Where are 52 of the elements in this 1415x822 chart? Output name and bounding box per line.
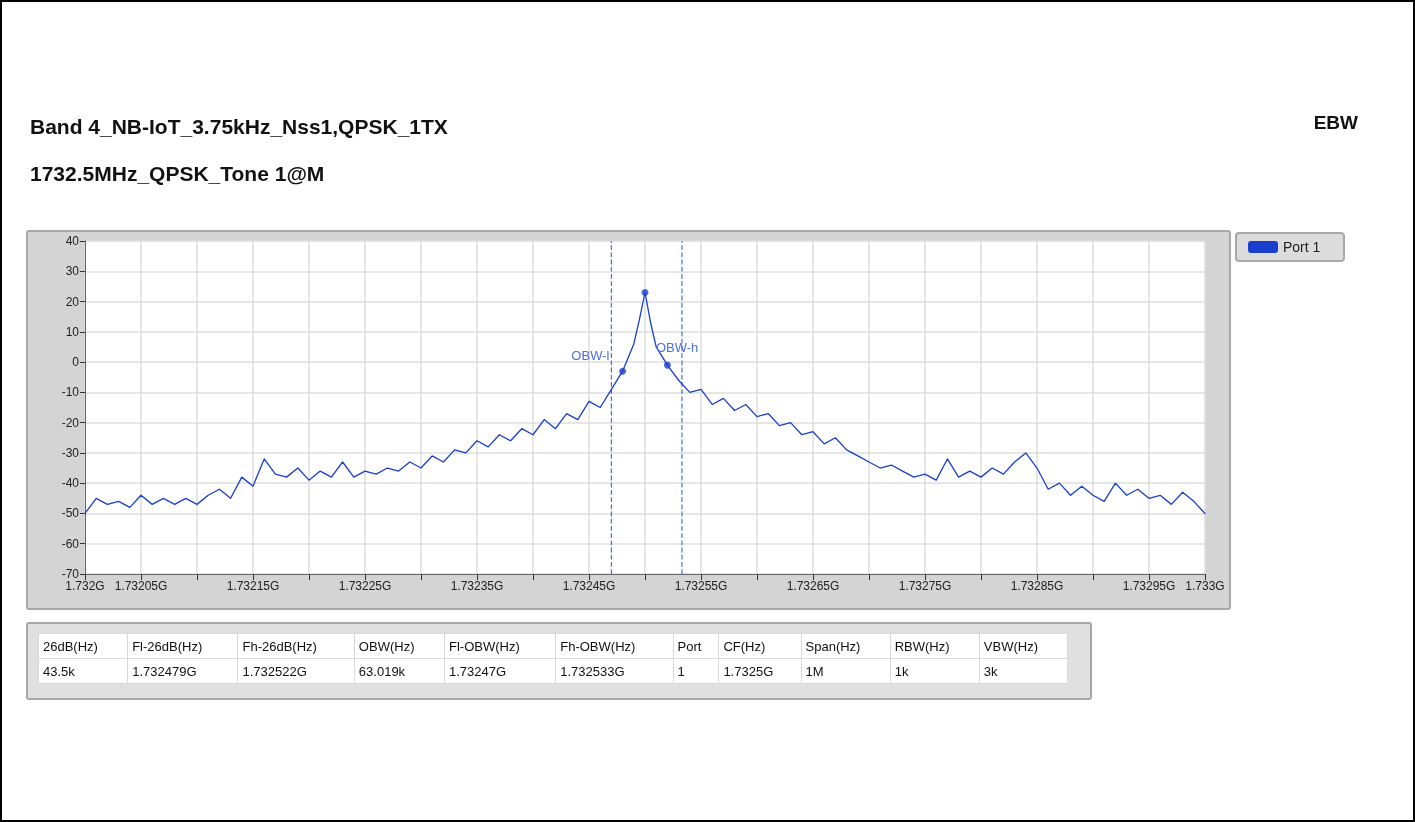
x-tick-label: 1.732G bbox=[65, 579, 105, 593]
y-tick-label: -50 bbox=[61, 506, 80, 521]
y-tick-label: -10 bbox=[61, 385, 80, 400]
ref-line-label: OBW-h bbox=[655, 340, 699, 356]
x-tick-label: 1.73265G bbox=[786, 579, 840, 593]
text: OBW(Hz) bbox=[354, 633, 445, 659]
x-tick-label: 1.73285G bbox=[1010, 579, 1064, 593]
text: Fl-26dB(Hz) bbox=[127, 633, 238, 659]
text: 1.732533G bbox=[555, 658, 674, 684]
text: 26dB(Hz) bbox=[38, 633, 128, 659]
y-tick-label: 20 bbox=[65, 294, 80, 309]
chart-title: Band 4_NB-IoT_3.75kHz_Nss1,QPSK_1TX bbox=[30, 115, 448, 139]
text: 1M bbox=[801, 658, 891, 684]
text: 1k bbox=[890, 658, 980, 684]
text: Span(Hz) bbox=[801, 633, 891, 659]
x-tick-label: 1.73245G bbox=[562, 579, 616, 593]
text: CF(Hz) bbox=[718, 633, 802, 659]
x-tick-label: 1.73205G bbox=[114, 579, 168, 593]
x-tick-label: 1.73235G bbox=[450, 579, 504, 593]
text: 1.732522G bbox=[237, 658, 355, 684]
x-tick-label: 1.73255G bbox=[674, 579, 728, 593]
y-tick-label: -40 bbox=[61, 476, 80, 491]
y-tick-label: -20 bbox=[61, 415, 80, 430]
text: 1.73247G bbox=[444, 658, 556, 684]
text: 43.5k bbox=[38, 658, 128, 684]
text: 1 bbox=[673, 658, 719, 684]
y-tick-label: 40 bbox=[65, 234, 80, 248]
text: 63.019k bbox=[354, 658, 445, 684]
text: EBW bbox=[1313, 112, 1358, 134]
text: 1.732479G bbox=[127, 658, 238, 684]
text: 3k bbox=[979, 658, 1068, 684]
y-tick-label: -70 bbox=[61, 567, 80, 581]
text: VBW(Hz) bbox=[979, 633, 1068, 659]
y-tick-label: 0 bbox=[72, 355, 80, 370]
text: Fl-OBW(Hz) bbox=[444, 633, 556, 659]
text: Port bbox=[673, 633, 719, 659]
y-tick-label: -30 bbox=[61, 445, 80, 460]
x-tick-label: 1.733G bbox=[1185, 579, 1225, 593]
x-tick-label: 1.73215G bbox=[226, 579, 280, 593]
y-tick-label: 10 bbox=[65, 324, 80, 339]
text: Fh-26dB(Hz) bbox=[237, 633, 355, 659]
y-tick-label: -60 bbox=[61, 536, 80, 551]
ref-line-label: OBW-l bbox=[571, 348, 610, 364]
x-tick-label: 1.73225G bbox=[338, 579, 392, 593]
text: 1.7325G bbox=[718, 658, 802, 684]
y-tick-label: 30 bbox=[65, 264, 80, 279]
chart-subtitle: 1732.5MHz_QPSK_Tone 1@M bbox=[30, 162, 325, 186]
x-tick-label: 1.73275G bbox=[898, 579, 952, 593]
legend-label: Port 1 bbox=[1283, 239, 1333, 255]
x-tick-label: 1.73295G bbox=[1122, 579, 1176, 593]
text: RBW(Hz) bbox=[890, 633, 980, 659]
text: Fh-OBW(Hz) bbox=[555, 633, 674, 659]
